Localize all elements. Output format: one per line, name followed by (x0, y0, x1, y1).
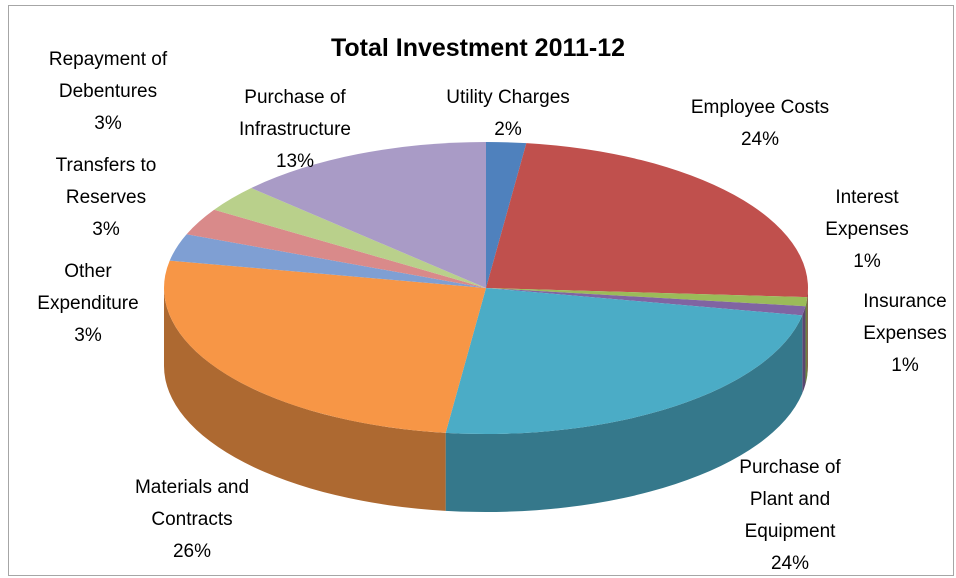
category-label: Insurance Expenses (863, 291, 947, 344)
slice-side (807, 288, 809, 376)
chart-frame (8, 5, 954, 576)
category-label: Transfers to Reserves (55, 155, 157, 208)
slice (486, 288, 806, 316)
slice (486, 142, 527, 288)
data-label: Employee Costs 24% (660, 92, 860, 156)
category-label: Purchase of Plant and Equipment (739, 457, 841, 542)
category-label: Utility Charges (446, 87, 570, 108)
data-label: Utility Charges 2% (408, 82, 608, 146)
slice (251, 142, 486, 288)
slice-side (164, 288, 446, 511)
data-label: Repayment of Debentures 3% (33, 44, 183, 140)
value-label: 3% (94, 113, 122, 134)
value-label: 24% (770, 553, 810, 574)
slice (169, 234, 487, 288)
value-label: 26% (172, 541, 212, 562)
slice (164, 260, 487, 433)
chart-title: Total Investment 2011-12 (330, 34, 626, 62)
value-label: 1% (891, 355, 919, 376)
data-label: Insurance Expenses 1% (850, 286, 956, 382)
category-label: Repayment of Debentures (48, 49, 168, 102)
slice (445, 288, 803, 434)
category-label: Materials and Contracts (134, 477, 250, 530)
slice-side (802, 306, 806, 394)
slice (486, 288, 808, 307)
slice (186, 209, 486, 288)
category-label: Other Expenditure (37, 261, 139, 314)
data-label: Other Expenditure 3% (13, 256, 163, 352)
slice-side (445, 315, 803, 512)
data-label: Materials and Contracts 26% (107, 472, 277, 568)
data-label: Purchase of Plant and Equipment 24% (720, 452, 860, 578)
value-label: 2% (494, 119, 522, 140)
category-label: Purchase of Infrastructure (239, 87, 351, 140)
value-label: 1% (853, 251, 881, 272)
value-label: 3% (74, 325, 102, 346)
slice (486, 143, 808, 298)
slice-side (805, 297, 808, 385)
category-label: Employee Costs (690, 97, 830, 118)
value-label: 24% (740, 129, 780, 150)
value-label: 13% (275, 151, 315, 172)
value-label: 3% (92, 219, 120, 240)
data-label: Interest Expenses 1% (812, 182, 922, 278)
data-label: Purchase of Infrastructure 13% (220, 82, 370, 178)
data-label: Transfers to Reserves 3% (41, 150, 171, 246)
slice (214, 188, 486, 288)
category-label: Interest Expenses (825, 187, 909, 240)
